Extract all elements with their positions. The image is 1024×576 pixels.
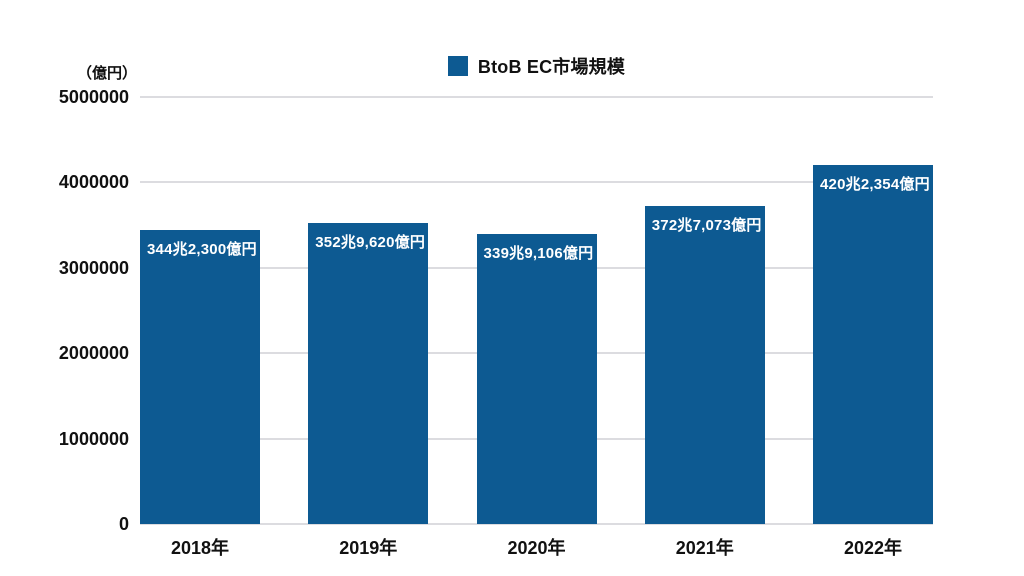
gridline (140, 181, 933, 184)
legend-swatch-icon (447, 56, 468, 76)
gridline (140, 96, 933, 98)
bar: 352兆9,620億円 (308, 222, 429, 524)
bar-column: 372兆7,073億円 2021年 (644, 97, 765, 558)
y-axis-tick-label: 0 (118, 514, 129, 534)
bar-column: 344兆2,300億円 2018年 (140, 97, 260, 558)
x-axis-tick-label: 2021年 (675, 538, 734, 558)
bar-column: 352兆9,620億円 2019年 (308, 97, 429, 558)
x-axis-tick-label: 2018年 (170, 538, 230, 558)
bar-value-label: 352兆9,620億円 (315, 233, 426, 251)
x-axis-tick-label: 2022年 (843, 538, 903, 558)
bar-value-label: 372兆7,073億円 (651, 216, 762, 234)
y-axis-tick-label: 5000000 (58, 87, 129, 107)
y-axis-tick-label: 2000000 (58, 343, 129, 364)
bar-value-label: 344兆2,300億円 (147, 241, 257, 259)
legend-label: BtoB EC市場規模 (477, 57, 626, 77)
bar: 339兆9,106億円 (476, 233, 597, 524)
bar-value-label: 420兆2,354億円 (820, 176, 930, 194)
y-axis-tick-label: 4000000 (58, 172, 129, 193)
bar-series: 344兆2,300億円 2018年 352兆9,620億円 2019年 339兆9,10… (140, 97, 933, 558)
x-axis-tick-label: 2020年 (507, 538, 566, 558)
legend: BtoB EC市場規模 (140, 53, 933, 79)
bar-value-label: 339兆9,106億円 (483, 244, 594, 262)
bar-column: 339兆9,106億円 2020年 (476, 97, 597, 558)
plot-area: 344兆2,300億円 2018年 352兆9,620億円 2019年 339兆9,10… (59, 88, 933, 558)
bar: 344兆2,300億円 (140, 230, 260, 524)
bar: 420兆2,354億円 (813, 165, 933, 524)
y-axis-tick-label: 3000000 (58, 257, 129, 278)
x-axis-tick-label: 2019年 (339, 538, 398, 558)
bar: 372兆7,073億円 (644, 205, 765, 524)
gridline (140, 523, 933, 525)
y-axis-unit-label: （億円） (76, 65, 137, 82)
bar-column: 420兆2,354億円 2022年 (813, 97, 933, 558)
y-axis-tick-label: 1000000 (58, 428, 129, 449)
